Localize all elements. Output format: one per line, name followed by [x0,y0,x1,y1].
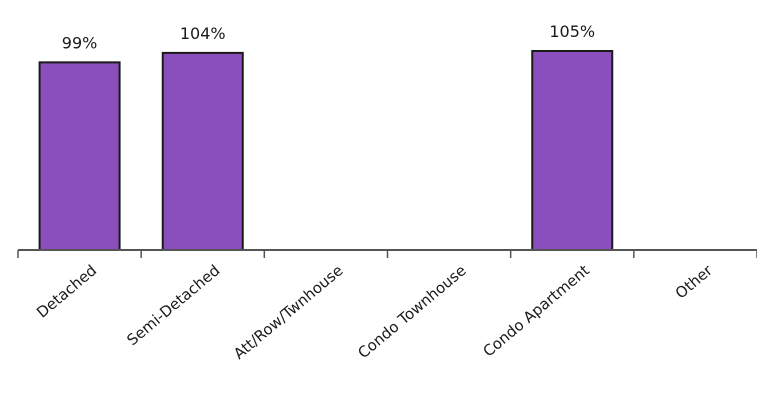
category-labels-group: Detached Semi-Detached Att/Row/Twnhouse Con… [33,261,716,363]
category-label-condo-townhouse: Condo Townhouse [354,261,469,362]
x-axis-ticks [17,250,757,258]
data-label-detached: 99% [62,33,98,52]
bar-detached [38,61,121,251]
category-label-detached: Detached [33,261,100,321]
bar-semi-detached [161,51,244,252]
data-label-semi-detached: 104% [180,24,226,43]
bar-condo-apartment [531,50,614,251]
category-label-semi-detached: Semi-Detached [123,261,223,349]
category-label-other: Other [672,261,717,303]
category-label-condo-apartment: Condo Apartment [479,261,592,360]
category-label-att-row-twnhouse: Att/Row/Twnhouse [230,261,346,363]
data-labels-group: 99% 104% 105% [62,22,595,52]
bars-group [38,50,614,252]
data-label-condo-apartment: 105% [549,22,595,41]
